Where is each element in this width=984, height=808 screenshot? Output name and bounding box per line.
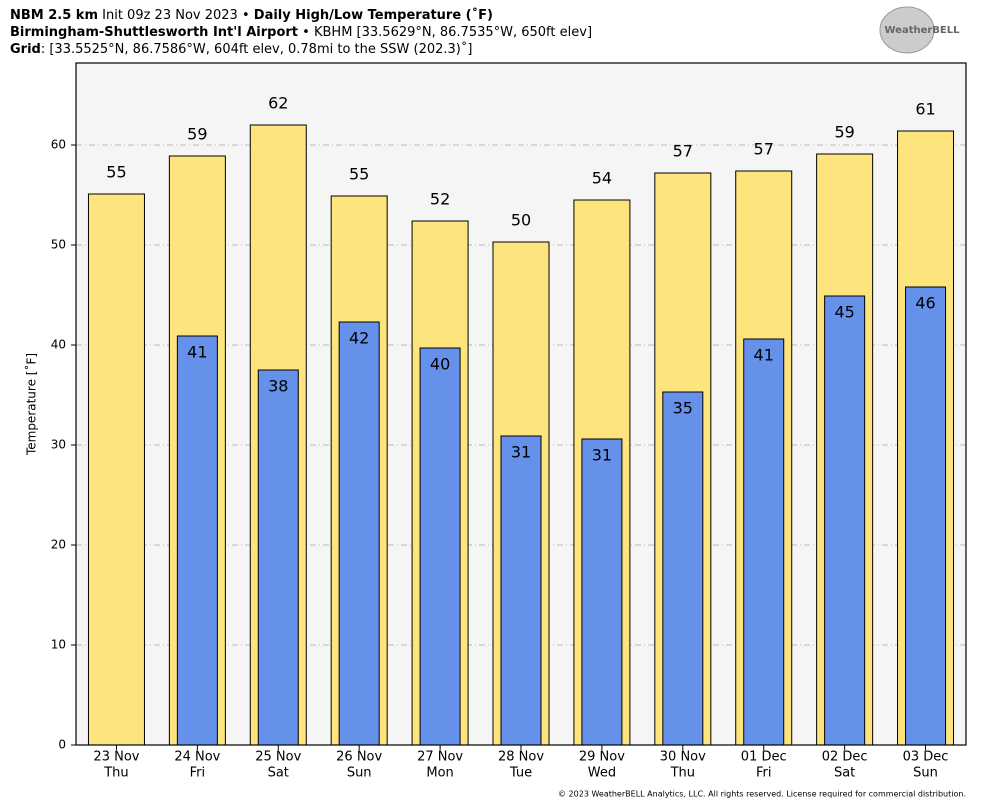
- grid-label: Grid: [10, 42, 41, 57]
- header-line2: Birmingham-Shuttlesworth Int'l Airport •…: [10, 25, 592, 40]
- bar-low: [662, 391, 704, 746]
- x-tick-weekday: Sat: [268, 766, 289, 781]
- bar-low: [176, 335, 218, 746]
- y-tick-label: 0: [58, 738, 66, 752]
- value-label: 55: [106, 163, 126, 182]
- x-tick-weekday: Fri: [756, 766, 772, 781]
- x-tick-weekday: Sat: [834, 766, 855, 781]
- logo-globe: [879, 6, 935, 54]
- x-tick-label: 26 Nov: [336, 750, 382, 765]
- x-tick-weekday: Thu: [670, 766, 695, 781]
- value-label: 40: [430, 355, 450, 374]
- station: Birmingham-Shuttlesworth Int'l Airport: [10, 25, 298, 40]
- y-tick-label: 10: [51, 638, 66, 652]
- bar-low: [824, 295, 866, 746]
- value-label: 54: [592, 169, 612, 188]
- x-tick-weekday: Sun: [347, 766, 372, 781]
- station-info: KBHM [33.5629°N, 86.7535°W, 650ft elev]: [314, 25, 592, 40]
- value-label: 41: [754, 346, 774, 365]
- y-tick-label: 60: [51, 138, 66, 152]
- x-tick-weekday: Fri: [190, 766, 206, 781]
- bar-low: [905, 286, 947, 746]
- logo: WeatherBELL: [884, 25, 960, 36]
- x-tick-label: 23 Nov: [93, 750, 139, 765]
- header-line3: Grid: [33.5525°N, 86.7586°W, 604ft elev,…: [10, 41, 472, 57]
- model: NBM 2.5 km: [10, 8, 98, 23]
- value-label: 41: [187, 343, 207, 362]
- x-tick-weekday: Thu: [103, 766, 128, 781]
- bar-low: [581, 438, 623, 746]
- value-label: 31: [511, 443, 531, 462]
- bar-low: [257, 369, 299, 746]
- value-label: 59: [187, 125, 207, 144]
- x-tick-weekday: Mon: [426, 766, 453, 781]
- x-tick-weekday: Tue: [509, 766, 532, 781]
- value-label: 57: [673, 142, 693, 161]
- x-tick-label: 29 Nov: [579, 750, 625, 765]
- header-line1: NBM 2.5 km Init 09z 23 Nov 2023 • Daily …: [10, 7, 493, 23]
- sep: •: [302, 25, 310, 40]
- value-label: 31: [592, 446, 612, 465]
- value-label: 35: [673, 399, 693, 418]
- value-label: 55: [349, 165, 369, 184]
- value-label: 42: [349, 329, 369, 348]
- bar-low: [419, 347, 461, 746]
- value-label: 59: [834, 123, 854, 142]
- x-tick-label: 28 Nov: [498, 750, 544, 765]
- init: Init 09z 23 Nov 2023: [102, 8, 238, 23]
- y-tick-label: 50: [51, 238, 66, 252]
- y-axis-label: Temperature [˚F]: [24, 353, 39, 456]
- x-tick-label: 25 Nov: [255, 750, 301, 765]
- x-tick-weekday: Sun: [913, 766, 938, 781]
- x-tick-label: 03 Dec: [903, 750, 949, 765]
- footer: © 2023 WeatherBELL Analytics, LLC. All r…: [558, 790, 966, 799]
- chart-title: Daily High/Low Temperature (˚F): [254, 7, 493, 23]
- value-label: 57: [754, 140, 774, 159]
- grid-info: : [33.5525°N, 86.7586°W, 604ft elev, 0.7…: [41, 41, 473, 57]
- value-label: 50: [511, 211, 531, 230]
- x-tick-label: 27 Nov: [417, 750, 463, 765]
- value-label: 61: [915, 100, 935, 119]
- x-tick-label: 30 Nov: [660, 750, 706, 765]
- y-tick-label: 40: [51, 338, 66, 352]
- y-tick-label: 20: [51, 538, 66, 552]
- bar-low: [500, 435, 542, 746]
- value-label: 46: [915, 294, 935, 313]
- x-tick-label: 24 Nov: [174, 750, 220, 765]
- value-label: 62: [268, 94, 288, 113]
- x-tick-weekday: Wed: [588, 766, 616, 781]
- x-tick-label: 02 Dec: [822, 750, 868, 765]
- y-tick-label: 30: [51, 438, 66, 452]
- x-tick-label: 01 Dec: [741, 750, 787, 765]
- bar-low: [743, 338, 785, 746]
- value-label: 52: [430, 190, 450, 209]
- value-label: 45: [834, 303, 854, 322]
- plot-frame: [75, 62, 967, 746]
- value-label: 38: [268, 377, 288, 396]
- bar-high: [87, 193, 145, 746]
- sep: •: [242, 8, 250, 23]
- bar-low: [338, 321, 380, 746]
